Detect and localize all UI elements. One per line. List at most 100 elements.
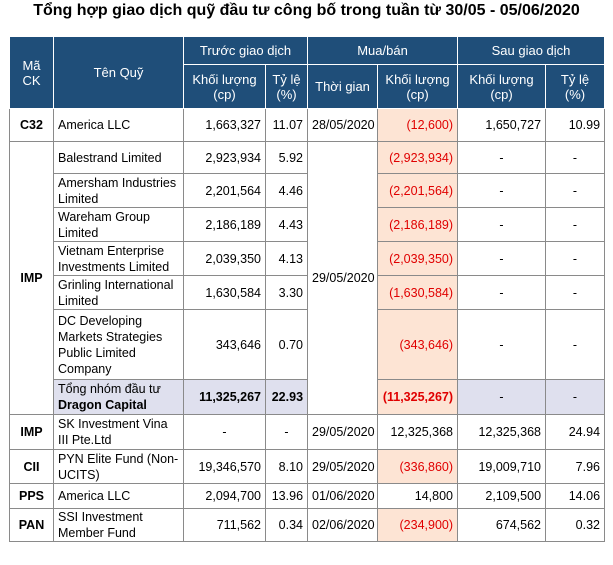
volume-after: - bbox=[457, 275, 547, 310]
header-khoi-luong-truoc: Khối lượng (cp) bbox=[183, 64, 266, 109]
stock-code: IMP bbox=[9, 141, 54, 415]
volume-after: - bbox=[457, 173, 547, 208]
ratio-after: 24.94 bbox=[545, 414, 606, 450]
fund-name: Grinling International Limited bbox=[53, 275, 184, 310]
ratio-before: 0.34 bbox=[264, 508, 309, 542]
volume-before: 2,094,700 bbox=[183, 483, 266, 509]
table-row: CII PYN Elite Fund (Non-UCITS) 19,346,57… bbox=[9, 449, 606, 484]
volume-before: 343,646 bbox=[183, 309, 266, 380]
fund-transactions-table: Mã CK Tên Quỹ Trước giao dịch Mua/bán Sa… bbox=[9, 36, 606, 542]
fund-group-total: Tổng nhóm đầu tư Dragon Capital bbox=[53, 379, 184, 415]
stock-code: PAN bbox=[9, 508, 54, 542]
header-ten-quy: Tên Quỹ bbox=[53, 36, 184, 109]
ratio-before: 4.46 bbox=[264, 173, 309, 208]
trade-date: 02/06/2020 bbox=[307, 508, 379, 542]
table-row: PPS America LLC 2,094,700 13.96 01/06/20… bbox=[9, 483, 606, 509]
header-sau-giao-dich: Sau giao dịch bbox=[457, 36, 606, 65]
fund-name: Vietnam Enterprise Investments Limited bbox=[53, 241, 184, 276]
volume-after: - bbox=[457, 141, 547, 174]
ratio-before: 5.92 bbox=[264, 141, 309, 174]
volume-before: - bbox=[183, 414, 266, 450]
ratio-before: 4.13 bbox=[264, 241, 309, 276]
table-row: Amersham Industries Limited 2,201,564 4.… bbox=[10, 173, 606, 208]
ratio-after: - bbox=[545, 173, 606, 208]
header-ma-ck: Mã CK bbox=[9, 36, 54, 109]
ratio-before: 3.30 bbox=[264, 275, 309, 310]
ratio-before: 13.96 bbox=[264, 483, 309, 509]
group-total-label: Tổng nhóm đầu tư bbox=[58, 382, 161, 396]
fund-name: Balestrand Limited bbox=[53, 141, 184, 174]
volume-after: 12,325,368 bbox=[457, 414, 547, 450]
volume-after: - bbox=[457, 241, 547, 276]
fund-name: DC Developing Markets Strategies Public … bbox=[53, 309, 184, 380]
volume-after: - bbox=[457, 207, 547, 242]
header-ty-le-truoc: Tỷ lệ (%) bbox=[264, 64, 309, 109]
volume-traded: (1,630,584) bbox=[377, 275, 459, 310]
fund-name: Amersham Industries Limited bbox=[53, 173, 184, 208]
volume-traded: (2,201,564) bbox=[377, 173, 459, 208]
ratio-before: 4.43 bbox=[264, 207, 309, 242]
stock-code: CII bbox=[9, 449, 54, 484]
table-row: Vietnam Enterprise Investments Limited 2… bbox=[10, 241, 606, 276]
volume-after: - bbox=[457, 309, 547, 380]
ratio-after: - bbox=[545, 241, 606, 276]
fund-name: America LLC bbox=[53, 108, 184, 142]
trade-date: 29/05/2020 bbox=[307, 141, 379, 415]
volume-before: 2,186,189 bbox=[183, 207, 266, 242]
ratio-after: 0.32 bbox=[545, 508, 606, 542]
volume-before: 711,562 bbox=[183, 508, 266, 542]
ratio-after: - bbox=[545, 379, 606, 415]
trade-date: 28/05/2020 bbox=[307, 108, 379, 142]
table-row: C32 America LLC 1,663,327 11.07 28/05/20… bbox=[9, 108, 606, 142]
fund-name: SSI Investment Member Fund bbox=[53, 508, 184, 542]
volume-before: 19,346,570 bbox=[183, 449, 266, 484]
header-khoi-luong-sau: Khối lượng (cp) bbox=[457, 64, 547, 109]
volume-after: - bbox=[457, 379, 547, 415]
page-title: Tổng hợp giao dịch quỹ đầu tư công bố tr… bbox=[33, 2, 580, 19]
table-row: Grinling International Limited 1,630,584… bbox=[10, 275, 606, 310]
fund-name: SK Investment Vina III Pte.Ltd bbox=[53, 414, 184, 450]
ratio-before: 8.10 bbox=[264, 449, 309, 484]
ratio-before: - bbox=[264, 414, 309, 450]
table-row: Wareham Group Limited 2,186,189 4.43 (2,… bbox=[10, 207, 606, 242]
ratio-before: 22.93 bbox=[264, 379, 309, 415]
ratio-after: 10.99 bbox=[545, 108, 606, 142]
table-row: DC Developing Markets Strategies Public … bbox=[10, 309, 606, 380]
ratio-before: 0.70 bbox=[264, 309, 309, 380]
volume-before: 1,663,327 bbox=[183, 108, 266, 142]
stock-code: PPS bbox=[9, 483, 54, 509]
stock-code: IMP bbox=[9, 414, 54, 450]
fund-name: PYN Elite Fund (Non-UCITS) bbox=[53, 449, 184, 484]
header-khoi-luong-mua-ban: Khối lượng (cp) bbox=[377, 64, 459, 109]
table-row: PAN SSI Investment Member Fund 711,562 0… bbox=[9, 508, 606, 542]
header-truoc-giao-dich: Trước giao dịch bbox=[182, 36, 309, 65]
volume-traded: (234,900) bbox=[377, 508, 459, 542]
volume-traded: 14,800 bbox=[377, 483, 459, 509]
volume-traded: (11,325,267) bbox=[377, 379, 459, 415]
volume-before: 2,039,350 bbox=[183, 241, 266, 276]
volume-before: 2,923,934 bbox=[183, 141, 266, 174]
header-thoi-gian: Thời gian bbox=[307, 64, 379, 109]
trade-date: 29/05/2020 bbox=[307, 449, 379, 484]
volume-traded: (2,039,350) bbox=[377, 241, 459, 276]
trade-date: 29/05/2020 bbox=[307, 414, 379, 450]
stock-code: C32 bbox=[9, 108, 54, 142]
volume-traded: (336,860) bbox=[377, 449, 459, 484]
header-ty-le-sau: Tỷ lệ (%) bbox=[545, 64, 606, 109]
ratio-after: 7.96 bbox=[545, 449, 606, 484]
ratio-after: - bbox=[545, 141, 606, 174]
volume-traded: 12,325,368 bbox=[377, 414, 459, 450]
volume-after: 2,109,500 bbox=[457, 483, 547, 509]
volume-traded: (2,186,189) bbox=[377, 207, 459, 242]
header-mua-ban: Mua/bán bbox=[307, 36, 459, 65]
volume-after: 19,009,710 bbox=[457, 449, 547, 484]
volume-traded: (2,923,934) bbox=[377, 141, 459, 174]
volume-before: 1,630,584 bbox=[183, 275, 266, 310]
fund-name: America LLC bbox=[53, 483, 184, 509]
group-name: Dragon Capital bbox=[58, 398, 147, 412]
volume-before: 2,201,564 bbox=[183, 173, 266, 208]
volume-after: 1,650,727 bbox=[457, 108, 547, 142]
volume-before: 11,325,267 bbox=[183, 379, 266, 415]
volume-after: 674,562 bbox=[457, 508, 547, 542]
ratio-after: 14.06 bbox=[545, 483, 606, 509]
